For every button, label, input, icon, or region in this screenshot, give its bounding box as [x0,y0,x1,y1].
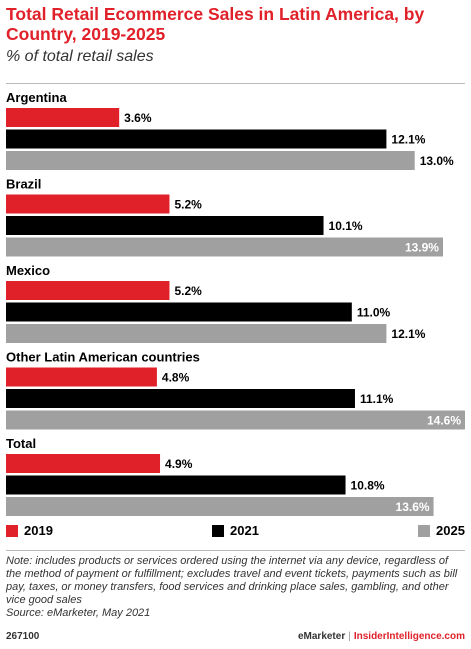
legend-swatch-2019 [6,524,18,537]
bar-total-2021 [6,475,346,495]
legend: 2019 2021 2025 [0,523,471,543]
bar-total-2019 [6,454,161,473]
bar-brazil-2019 [6,194,170,214]
value-label-mexico-2021: 11.0% [357,306,391,320]
value-label-mexico-2019: 5.2% [174,284,202,298]
bar-argentina-2025 [6,151,415,170]
value-label-other-latin-american-countries-2021: 11.1% [360,392,394,406]
category-label-argentina: Argentina [6,90,67,105]
note-text: Note: includes products or services orde… [6,555,458,606]
value-label-argentina-2025: 13.0% [420,154,454,168]
brand-site-link[interactable]: InsiderIntelligence.com [353,631,465,642]
bar-brazil-2021 [6,216,324,235]
category-label-mexico: Mexico [6,263,50,278]
legend-item-2019: 2019 [6,523,53,538]
value-label-other-latin-american-countries-2025: 14.6% [427,414,461,428]
legend-swatch-2021 [212,524,224,537]
value-label-brazil-2021: 10.1% [329,219,363,233]
legend-item-2021: 2021 [212,523,259,538]
bar-argentina-2019 [6,108,120,127]
bar-total-2025 [6,497,434,516]
category-label-other-latin-american-countries: Other Latin American countries [6,350,200,365]
bar-argentina-2021 [6,129,387,149]
brand-divider: | [348,631,351,642]
legend-label-2021: 2021 [230,523,259,538]
bar-other-latin-american-countries-2019 [6,367,157,387]
value-label-argentina-2021: 12.1% [391,133,425,147]
legend-label-2025: 2025 [436,523,465,538]
value-label-total-2021: 10.8% [351,479,385,493]
legend-label-2019: 2019 [24,523,53,538]
value-label-total-2019: 4.9% [165,457,193,471]
chart-title: Total Retail Ecommerce Sales in Latin Am… [6,4,425,44]
chart-id: 267100 [6,631,40,642]
value-label-brazil-2025: 13.9% [405,241,439,255]
value-label-argentina-2019: 3.6% [124,111,152,125]
bar-mexico-2019 [6,281,170,300]
footer-brand: eMarketer | InsiderIntelligence.com [298,631,465,642]
category-label-brazil: Brazil [6,177,41,192]
header-divider [6,83,465,84]
legend-swatch-2025 [418,524,430,537]
value-label-total-2025: 13.6% [396,500,430,514]
legend-item-2025: 2025 [418,523,465,538]
chart-subtitle: % of total retail sales [6,48,154,65]
chart-note: Note: includes products or services orde… [6,555,466,620]
value-label-mexico-2025: 12.1% [391,327,425,341]
bar-mexico-2021 [6,302,352,322]
value-label-other-latin-american-countries-2019: 4.8% [162,371,190,385]
bar-other-latin-american-countries-2025 [6,410,465,430]
bar-brazil-2025 [6,237,443,257]
source-text: Source: eMarketer, May 2021 [6,607,151,619]
value-label-brazil-2019: 5.2% [174,198,202,212]
note-divider [6,550,465,551]
bar-chart: Argentina 3.6% 12.1% 13.0% Brazil 5.2% 10.1% 13… [6,90,465,516]
brand-name: eMarketer [297,631,346,642]
bar-mexico-2025 [6,324,387,343]
bar-other-latin-american-countries-2021 [6,389,355,408]
category-label-total: Total [6,436,36,451]
